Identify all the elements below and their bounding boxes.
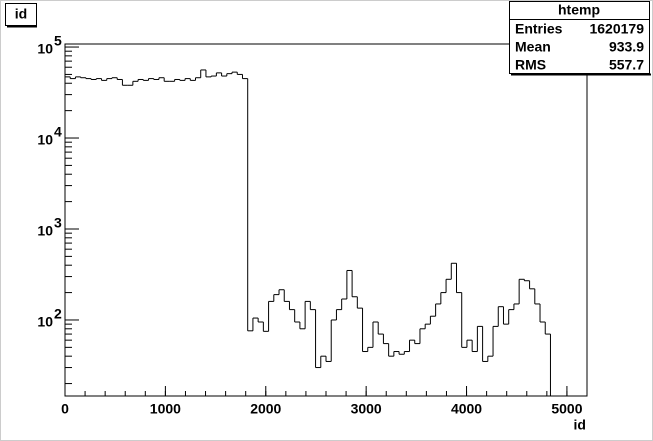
stats-value: 1620179 <box>589 21 644 37</box>
x-tick-label: 3000 <box>351 401 382 417</box>
stats-label: Mean <box>515 39 551 55</box>
stats-value: 933.9 <box>609 39 644 55</box>
x-tick-label: 2000 <box>250 401 281 417</box>
x-tick-label: 1000 <box>150 401 181 417</box>
stats-box: htemp Entries 1620179 Mean 933.9 RMS 557.7 <box>509 1 651 76</box>
x-tick-label: 0 <box>61 401 69 417</box>
stats-name: htemp <box>558 2 600 18</box>
y-tick-label: 10 <box>37 223 53 239</box>
x-tick-label: 5000 <box>551 401 582 417</box>
stats-label: RMS <box>515 57 546 73</box>
y-tick-label: 10 <box>37 314 53 330</box>
y-tick-label: 10 <box>37 41 53 57</box>
stats-label: Entries <box>515 21 563 37</box>
stats-value: 557.7 <box>609 57 644 73</box>
y-tick-exponent: 5 <box>54 33 62 49</box>
y-tick-exponent: 3 <box>54 215 62 231</box>
chart-title: id <box>15 6 27 22</box>
x-tick-label: 4000 <box>451 401 482 417</box>
y-tick-exponent: 2 <box>54 306 62 322</box>
y-tick-exponent: 4 <box>54 124 62 140</box>
y-tick-label: 10 <box>37 132 53 148</box>
x-axis-label: id <box>574 417 586 433</box>
frame <box>64 43 588 397</box>
histogram <box>64 69 587 397</box>
